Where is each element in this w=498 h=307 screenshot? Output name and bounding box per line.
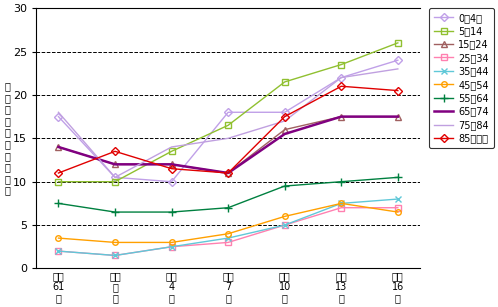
Line: 55～64: 55～64 (54, 173, 402, 216)
45～54 (169, 241, 175, 244)
75～84 (169, 145, 175, 149)
75～84 (55, 111, 61, 114)
55～64 (282, 184, 288, 188)
85歳以上 (395, 89, 401, 92)
25～34 (169, 245, 175, 249)
65～74 (112, 162, 118, 166)
35～44 (282, 223, 288, 227)
35～44 (169, 245, 175, 249)
75～84 (282, 119, 288, 123)
75～84 (395, 67, 401, 71)
Line: 85歳以上: 85歳以上 (56, 84, 400, 176)
Line: 15～24: 15～24 (56, 114, 400, 176)
25～34 (112, 254, 118, 257)
45～54 (112, 241, 118, 244)
85歳以上 (112, 150, 118, 153)
65～74 (395, 115, 401, 119)
45～54 (395, 210, 401, 214)
75～84 (112, 176, 118, 179)
55～64 (338, 180, 344, 184)
15～24 (282, 128, 288, 131)
55～64 (55, 201, 61, 205)
25～34 (282, 223, 288, 227)
55～64 (112, 210, 118, 214)
Line: 0～4歳: 0～4歳 (56, 57, 400, 185)
15～24 (225, 171, 231, 175)
55～64 (225, 206, 231, 210)
Line: 5～14: 5～14 (56, 40, 400, 185)
85歳以上 (225, 171, 231, 175)
Line: 35～44: 35～44 (55, 196, 401, 259)
Y-axis label: 通
院
者
率
（
人
口
千
対
）: 通 院 者 率 （ 人 口 千 対 ） (4, 81, 10, 196)
0～4歳 (338, 76, 344, 80)
Legend: 0～4歳, 5～14, 15～24, 25～34, 35～44, 45～54, 55～64, 65～74, 75～84, 85歳以上: 0～4歳, 5～14, 15～24, 25～34, 35～44, 45～54, … (429, 8, 494, 148)
65～74 (282, 132, 288, 136)
35～44 (395, 197, 401, 201)
5～14 (55, 180, 61, 184)
65～74 (55, 145, 61, 149)
15～24 (112, 162, 118, 166)
5～14 (282, 80, 288, 84)
25～34 (55, 249, 61, 253)
85歳以上 (338, 84, 344, 88)
25～34 (395, 206, 401, 210)
35～44 (55, 249, 61, 253)
0～4歳 (225, 111, 231, 114)
85歳以上 (282, 115, 288, 119)
15～24 (395, 115, 401, 119)
5～14 (395, 41, 401, 45)
85歳以上 (169, 167, 175, 170)
75～84 (225, 137, 231, 140)
55～64 (169, 210, 175, 214)
45～54 (282, 215, 288, 218)
45～54 (225, 232, 231, 235)
85歳以上 (55, 171, 61, 175)
65～74 (169, 162, 175, 166)
0～4歳 (112, 176, 118, 179)
5～14 (169, 150, 175, 153)
55～64 (395, 176, 401, 179)
45～54 (338, 201, 344, 205)
75～84 (338, 76, 344, 80)
25～34 (338, 206, 344, 210)
0～4歳 (169, 180, 175, 184)
5～14 (112, 180, 118, 184)
5～14 (225, 123, 231, 127)
15～24 (338, 115, 344, 119)
35～44 (338, 201, 344, 205)
5～14 (338, 63, 344, 66)
Line: 25～34: 25～34 (56, 205, 400, 258)
35～44 (112, 254, 118, 257)
25～34 (225, 241, 231, 244)
Line: 75～84: 75～84 (58, 69, 398, 177)
0～4歳 (282, 111, 288, 114)
0～4歳 (395, 58, 401, 62)
Line: 65～74: 65～74 (58, 117, 398, 173)
Line: 45～54: 45～54 (56, 200, 400, 245)
65～74 (225, 171, 231, 175)
15～24 (169, 162, 175, 166)
65～74 (338, 115, 344, 119)
45～54 (55, 236, 61, 240)
15～24 (55, 145, 61, 149)
35～44 (225, 236, 231, 240)
0～4歳 (55, 115, 61, 119)
